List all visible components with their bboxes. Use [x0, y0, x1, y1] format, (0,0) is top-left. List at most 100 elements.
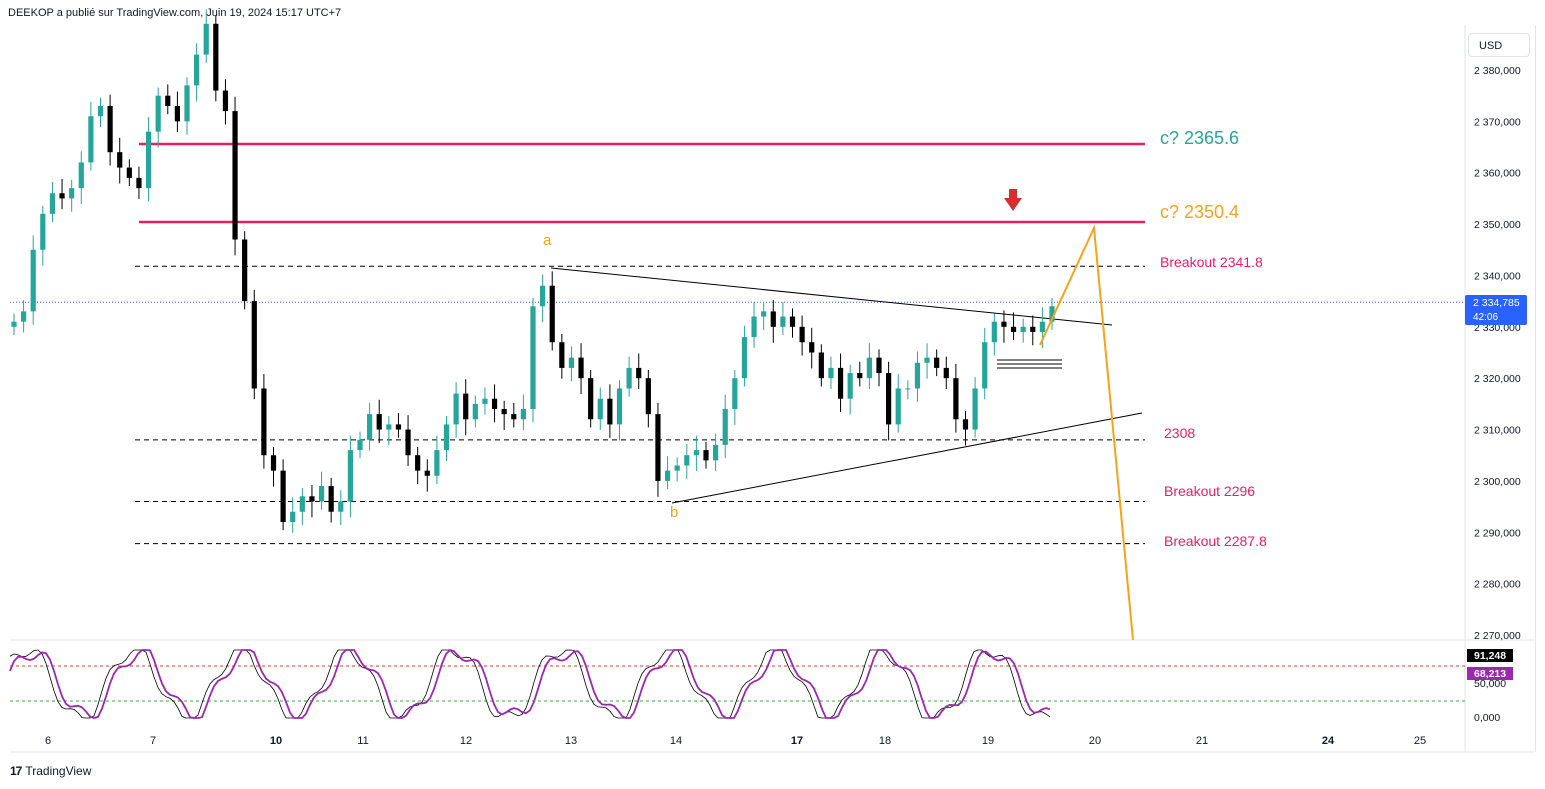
candle-body: [367, 414, 373, 440]
candle-body: [799, 326, 805, 343]
candle-body: [943, 367, 949, 379]
candle-body: [540, 285, 546, 307]
candle-body: [117, 152, 123, 168]
candle-body: [559, 342, 565, 368]
candle-body: [1049, 306, 1055, 322]
tradingview-brand: TradingView: [25, 764, 92, 778]
candle-body: [655, 414, 661, 481]
time-axis-label: 25: [1414, 735, 1426, 747]
candle-body: [530, 306, 536, 409]
down-arrow-icon: [1004, 189, 1022, 211]
candle-body: [136, 177, 142, 189]
candle-body: [982, 342, 988, 389]
candle-body: [722, 409, 728, 445]
candle-body: [501, 409, 507, 415]
candlestick-series: [11, 9, 1055, 533]
candle-body: [347, 450, 353, 502]
candle-body: [88, 116, 94, 163]
candle-body: [482, 398, 488, 404]
candle-body: [1001, 321, 1007, 327]
candle-body: [616, 388, 623, 425]
candle-body: [549, 285, 555, 343]
candle-body: [1039, 321, 1045, 332]
trendlines: [550, 267, 1143, 504]
candle-body: [155, 95, 161, 132]
price-tick-label: 2 270,000: [1474, 630, 1521, 642]
candle-body: [924, 357, 930, 363]
candle-body: [107, 105, 113, 153]
candle-body: [261, 388, 267, 456]
time-axis-label: 20: [1089, 735, 1101, 747]
candle-body: [386, 424, 392, 430]
label-breakout-2296: Breakout 2296: [1164, 483, 1256, 499]
candle-body: [328, 486, 334, 512]
projection-path-group: [1039, 224, 1134, 641]
time-axis-label: 19: [982, 735, 994, 747]
label-level-2308: 2308: [1164, 425, 1196, 441]
indicator-tick-label: 0,000: [1474, 712, 1500, 724]
wave-label-a: a: [543, 232, 552, 249]
stoch-k-line: [9, 649, 1051, 719]
candle-body: [395, 424, 402, 430]
candle-body: [30, 249, 36, 312]
candle-body: [741, 337, 748, 379]
candle-body: [645, 378, 651, 415]
candle-body: [636, 367, 642, 379]
label-breakout-2287: Breakout 2287.8: [1164, 533, 1267, 549]
candle-body: [49, 193, 56, 214]
candle-body: [770, 311, 776, 327]
price-tick-label: 2 310,000: [1474, 425, 1521, 437]
candle-body: [194, 54, 200, 86]
time-axis: 6 7 10 11 12 13 14 17 18 19 20 21 24 25: [45, 735, 1426, 747]
candle-body: [895, 388, 901, 425]
currency-selector[interactable]: USD: [1468, 33, 1530, 57]
candle-body: [434, 450, 440, 476]
candle-body: [222, 90, 229, 112]
price-tick-label: 2 340,000: [1474, 270, 1521, 282]
candle-body: [953, 378, 959, 420]
candle-body: [962, 419, 969, 430]
candle-body: [415, 455, 421, 471]
price-tick-label: 2 370,000: [1474, 116, 1521, 128]
wave-label-b: b: [670, 504, 679, 521]
candle-body: [126, 167, 132, 178]
publish-attribution: DEEKOP a publié sur TradingView.com, Jui…: [8, 7, 342, 19]
tradingview-logo[interactable]: 17 TradingView: [10, 764, 91, 778]
candle-body: [251, 301, 257, 389]
candle-body: [866, 357, 872, 379]
candle-body: [453, 393, 459, 425]
time-axis-label: 21: [1196, 735, 1208, 747]
candle-body: [713, 444, 719, 461]
candle-body: [145, 131, 152, 189]
stochastic-oscillator: 0,000 50,000: [9, 648, 1506, 724]
candle-body: [905, 388, 911, 390]
candle-body: [520, 409, 526, 420]
candle-body: [991, 321, 997, 343]
candle-body: [97, 105, 104, 117]
candle-body: [184, 85, 190, 122]
candle-body: [568, 357, 575, 368]
candle-body: [934, 357, 940, 368]
candle-body: [11, 321, 17, 327]
candle-body: [664, 470, 671, 481]
candle-body: [626, 367, 632, 389]
candle-body: [280, 470, 286, 522]
price-tick-label: 2 350,000: [1474, 219, 1521, 231]
candle-body: [1030, 326, 1036, 332]
candle-body: [818, 352, 824, 379]
candle-body: [338, 501, 344, 512]
candle-body: [174, 105, 180, 122]
candle-body: [588, 378, 594, 420]
candle-body: [684, 455, 690, 466]
candle-body: [405, 429, 411, 456]
candle-body: [357, 439, 363, 451]
price-tick-label: 2 280,000: [1474, 579, 1521, 591]
candle-body: [318, 486, 325, 502]
triangle-upper-trendline: [550, 267, 1113, 326]
price-tick-label: 2 380,000: [1474, 65, 1521, 77]
candle-body: [886, 373, 892, 425]
label-c-lower: c? 2350.4: [1160, 202, 1240, 222]
time-axis-label: 12: [460, 735, 472, 747]
indicator-level-label: 50,000: [1474, 678, 1506, 690]
